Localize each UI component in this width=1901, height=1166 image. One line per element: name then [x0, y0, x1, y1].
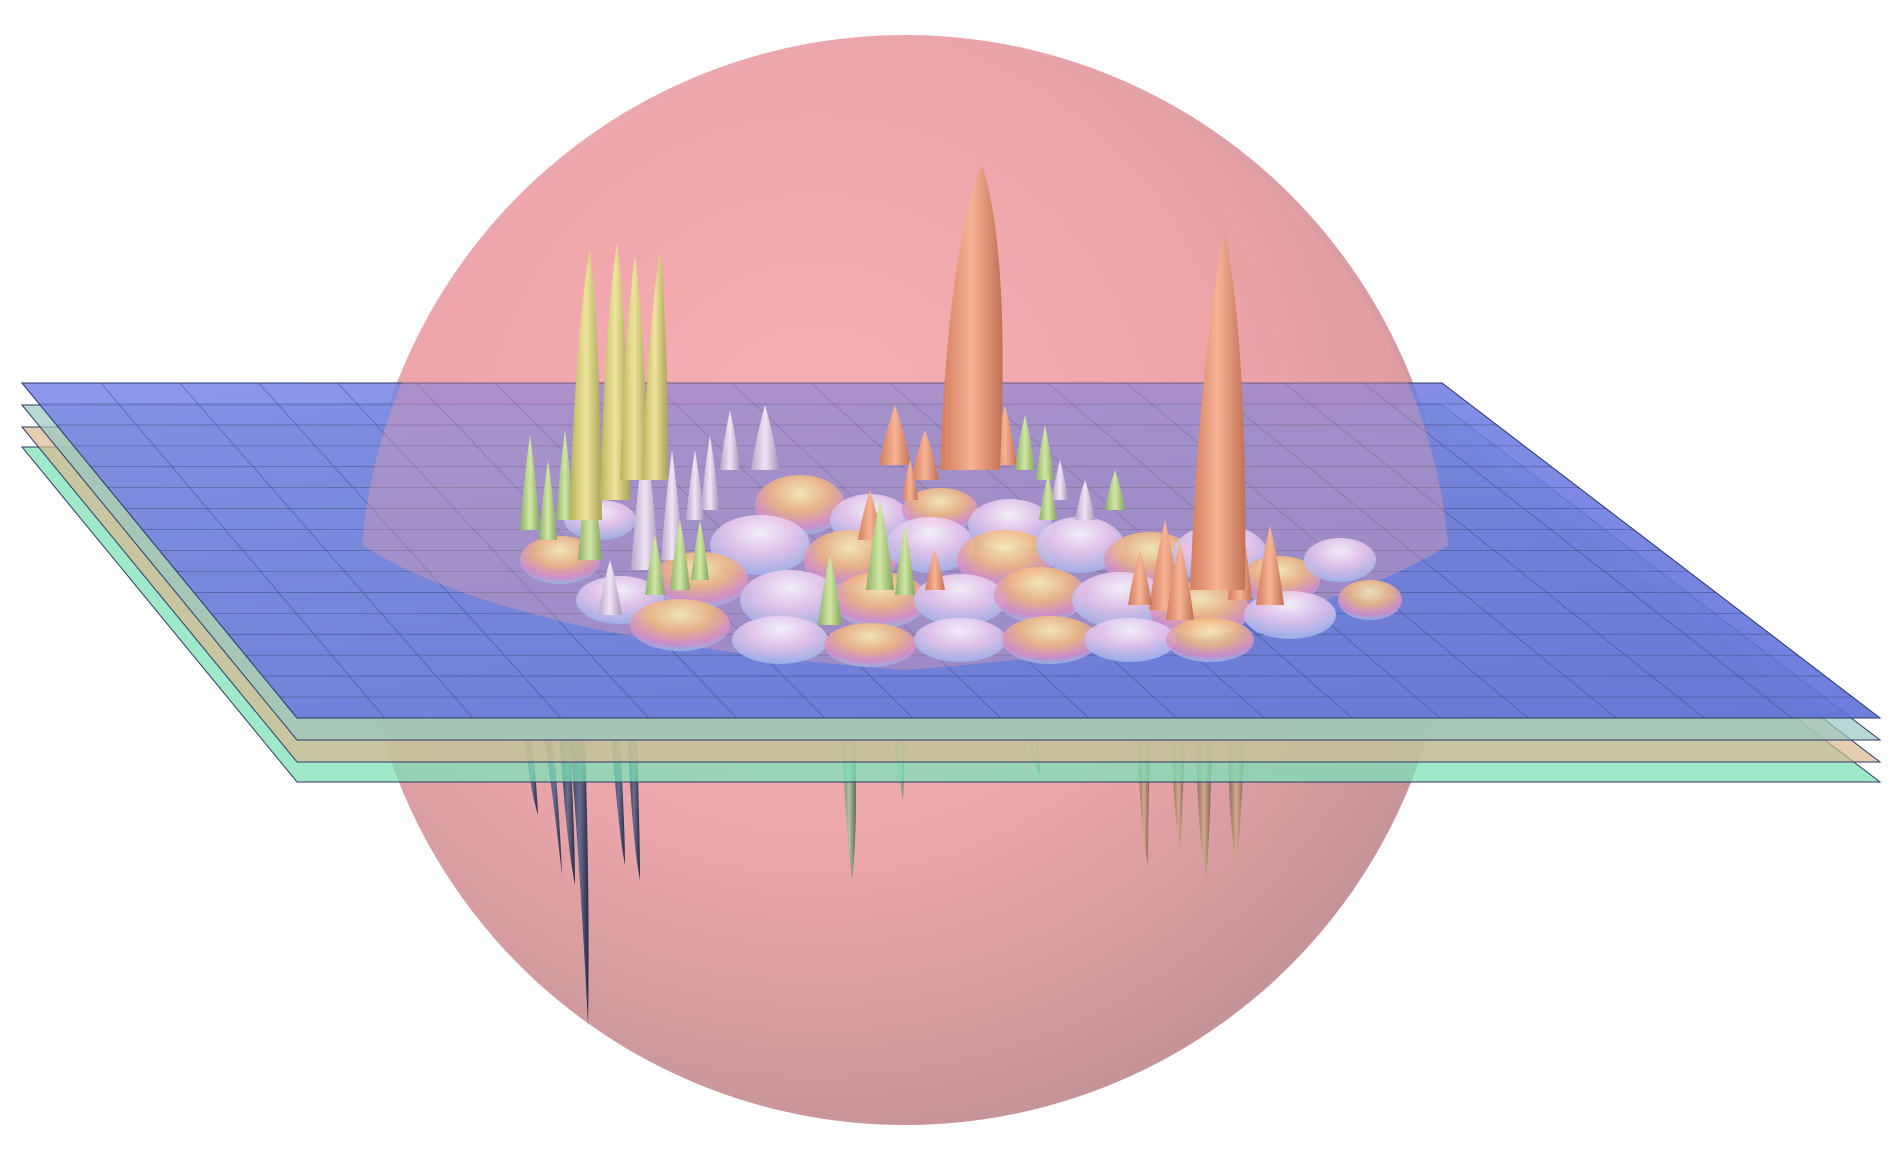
- surface-spike: [645, 535, 665, 595]
- spike-tall-orange-2: [1190, 232, 1246, 590]
- surface-spike: [1075, 480, 1095, 520]
- surface-spike: [1036, 425, 1054, 480]
- surface-spike: [701, 435, 719, 510]
- surface-bump: [824, 623, 916, 667]
- surface-spike: [879, 405, 911, 465]
- spike-tall-orange-1: [940, 165, 1003, 470]
- surface-spike: [1015, 415, 1035, 470]
- spike-tall-yellow-3: [620, 255, 648, 480]
- surface-bump: [994, 567, 1086, 623]
- surface-bump: [1338, 580, 1402, 620]
- surface-spike: [720, 410, 740, 470]
- surface-spike: [1128, 550, 1152, 605]
- surface-bump: [732, 616, 828, 664]
- surface-spike: [911, 430, 939, 480]
- surface-spike: [1256, 525, 1284, 605]
- surface-spike: [1105, 470, 1125, 510]
- surface-spike: [925, 550, 945, 590]
- surface-spike: [520, 435, 540, 530]
- surface-spike: [895, 525, 915, 595]
- surface-spike: [686, 450, 704, 520]
- surface-bump: [1166, 618, 1254, 662]
- surface-bump: [740, 570, 840, 630]
- surface-spike: [818, 555, 842, 625]
- surface-spike: [670, 520, 690, 590]
- surface-spike: [631, 430, 659, 570]
- spike-tall-yellow-1: [570, 250, 602, 520]
- surface-spike: [1052, 460, 1068, 500]
- surface-bump: [710, 515, 810, 575]
- surface-spike: [661, 450, 683, 560]
- surface-bump: [1002, 616, 1098, 664]
- spike-tall-yellow-4: [642, 250, 668, 480]
- surface-bump: [1036, 517, 1124, 573]
- surface-spike: [1166, 540, 1194, 620]
- surface-spike: [598, 560, 622, 615]
- upward-spikes: [520, 405, 1284, 625]
- surface-spike: [751, 405, 779, 470]
- surface-spike: [556, 430, 574, 520]
- surface-spike: [539, 460, 557, 540]
- tall-spikes: [570, 165, 1246, 590]
- surface-bump: [630, 599, 730, 651]
- surface-spike: [902, 460, 918, 500]
- surface-spike: [1039, 475, 1057, 520]
- surface-bump: [1304, 538, 1376, 582]
- surface-bump: [914, 618, 1006, 662]
- surface-spike: [691, 520, 709, 580]
- surface-spike: [866, 500, 894, 590]
- surface-bump: [1084, 618, 1176, 662]
